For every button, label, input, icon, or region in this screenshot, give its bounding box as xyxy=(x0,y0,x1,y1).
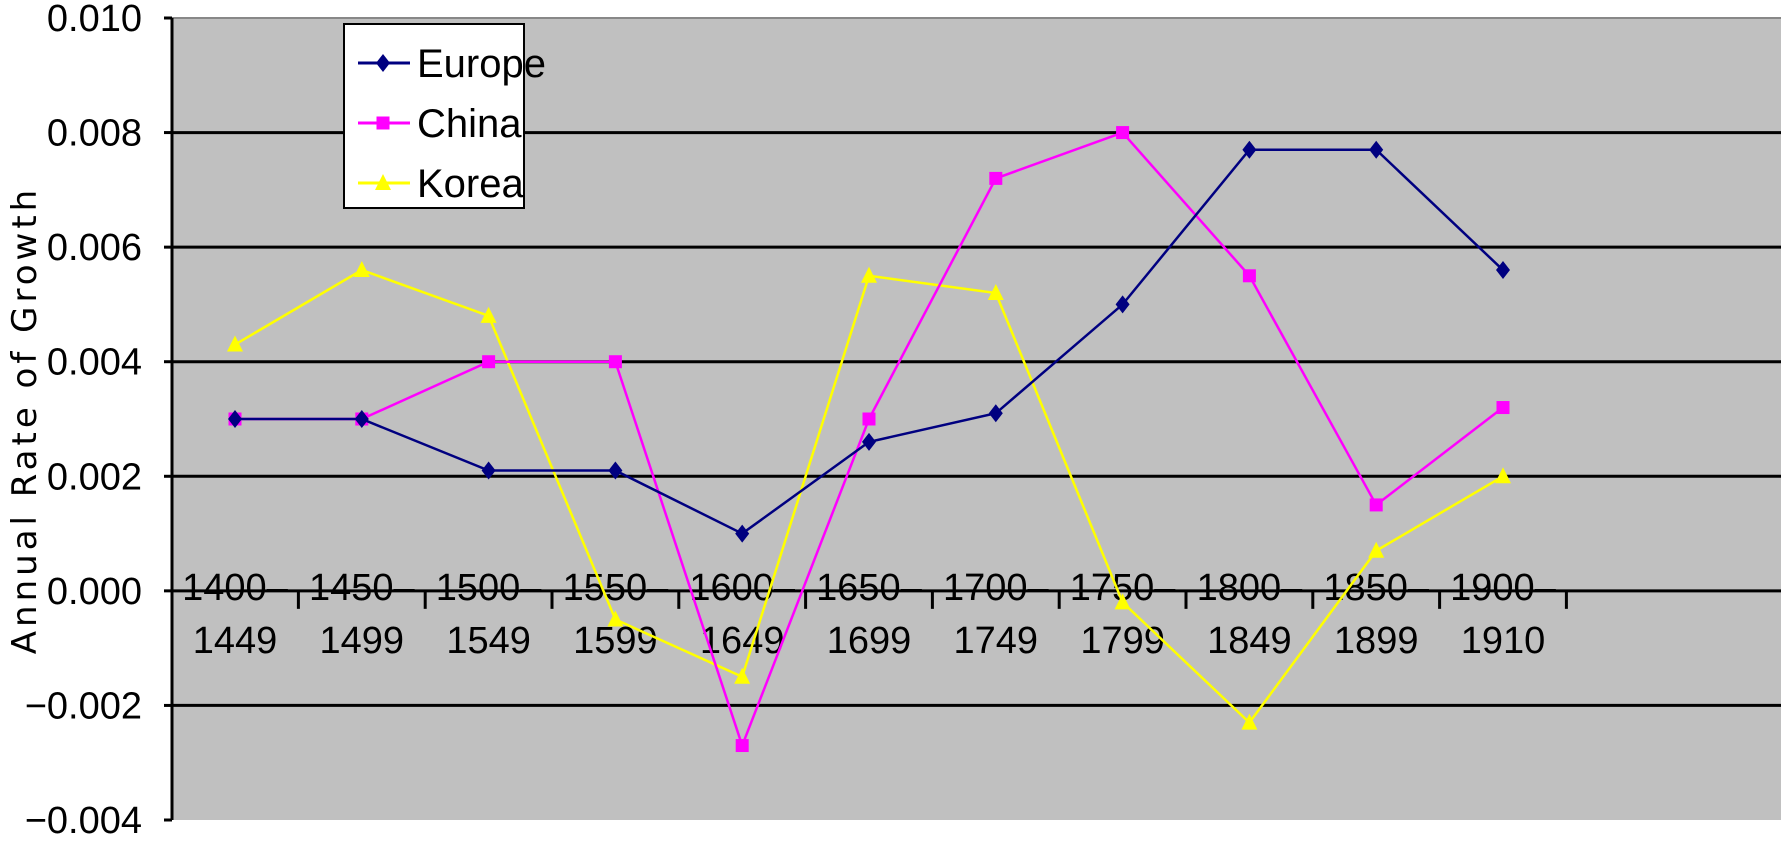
china-point xyxy=(482,355,496,369)
category-label-start: 1900– xyxy=(1450,567,1557,609)
y-tick-label: −0.004 xyxy=(25,800,142,842)
europe-point xyxy=(988,404,1003,423)
china-point xyxy=(376,116,390,130)
china-point xyxy=(989,171,1003,185)
china-point xyxy=(1242,269,1256,283)
category-label-end: 1849 xyxy=(1207,620,1292,662)
axes xyxy=(164,16,1781,822)
y-tick-label: 0.010 xyxy=(47,0,142,40)
y-axis-title: Annual Rate of Growth xyxy=(5,186,45,654)
category-label-start: 1850– xyxy=(1323,567,1430,609)
category-label-end: 1699 xyxy=(827,620,912,662)
china-point xyxy=(1369,498,1383,512)
category-label-start: 1700– xyxy=(943,567,1050,609)
y-tick-label: 0.008 xyxy=(47,113,142,155)
europe-point xyxy=(228,410,242,428)
category-label-start: 1650– xyxy=(816,567,923,609)
europe-point xyxy=(1496,261,1510,280)
category-label-start: 1450– xyxy=(309,567,416,609)
category-label-start: 1500– xyxy=(436,567,543,609)
category-label-end: 1549 xyxy=(446,620,531,662)
legend-item-china: China xyxy=(358,102,522,146)
y-tick-label: 0.000 xyxy=(47,571,142,613)
europe-point xyxy=(1369,140,1384,159)
category-label-end: 1899 xyxy=(1334,620,1419,662)
europe-point xyxy=(376,54,390,72)
china-point xyxy=(735,739,749,753)
legend-box xyxy=(343,23,525,209)
category-label-end: 1449 xyxy=(193,620,278,662)
y-tick-label: 0.002 xyxy=(47,456,142,498)
y-tick-label: 0.004 xyxy=(47,342,142,384)
korea-point xyxy=(1368,541,1385,558)
korea-point xyxy=(734,667,751,684)
korea-point xyxy=(480,306,497,323)
korea-point xyxy=(1114,593,1131,610)
china-series xyxy=(228,126,1510,753)
category-label-start: 1800– xyxy=(1197,567,1304,609)
china-point xyxy=(862,412,876,426)
y-tick-label: −0.002 xyxy=(25,685,142,727)
category-label-end: 1799 xyxy=(1080,620,1165,662)
y-tick-labels: 0.010 0.008 0.006 0.004 0.002 0.000 −0.002 −0.0… xyxy=(25,0,142,842)
europe-point xyxy=(735,524,750,543)
legend-item-korea: Korea xyxy=(358,162,524,206)
legend-label: China xyxy=(417,102,522,146)
europe-point xyxy=(354,410,369,428)
korea-point xyxy=(353,261,370,278)
korea-point xyxy=(227,335,243,352)
category-label-end: 1749 xyxy=(954,620,1039,662)
category-label-start: 1400– xyxy=(182,567,289,609)
korea-point xyxy=(987,283,1004,300)
category-label-start: 1550– xyxy=(563,567,670,609)
category-label-end: 1649 xyxy=(700,620,785,662)
europe-point xyxy=(1242,140,1257,159)
category-label-end: 1910 xyxy=(1461,620,1546,662)
category-label-end: 1499 xyxy=(320,620,405,662)
korea-point xyxy=(1241,713,1258,730)
legend-label: Europe xyxy=(417,42,546,86)
china-point xyxy=(608,355,622,369)
legend-item-europe: Europe xyxy=(358,42,546,86)
category-labels: 1400– 1449 1450– 1499 1500– 1549 1550– 1599 1600… xyxy=(182,567,1557,662)
korea-point xyxy=(861,266,877,283)
korea-point xyxy=(607,610,624,627)
korea-point xyxy=(375,174,391,190)
europe-point xyxy=(608,461,623,480)
korea-series xyxy=(227,261,1511,730)
category-label-end: 1599 xyxy=(573,620,658,662)
legend: Europe China Korea xyxy=(343,23,546,209)
europe-point xyxy=(1115,295,1130,314)
europe-point xyxy=(862,432,876,451)
category-label-start: 1600– xyxy=(689,567,796,609)
china-point xyxy=(1496,401,1510,415)
china-point xyxy=(1116,126,1130,140)
legend-label: Korea xyxy=(417,162,524,206)
europe-point xyxy=(481,461,496,480)
y-tick-label: 0.006 xyxy=(47,227,142,269)
europe-series xyxy=(228,140,1510,543)
korea-point xyxy=(1495,467,1511,484)
series-lines xyxy=(227,126,1511,753)
